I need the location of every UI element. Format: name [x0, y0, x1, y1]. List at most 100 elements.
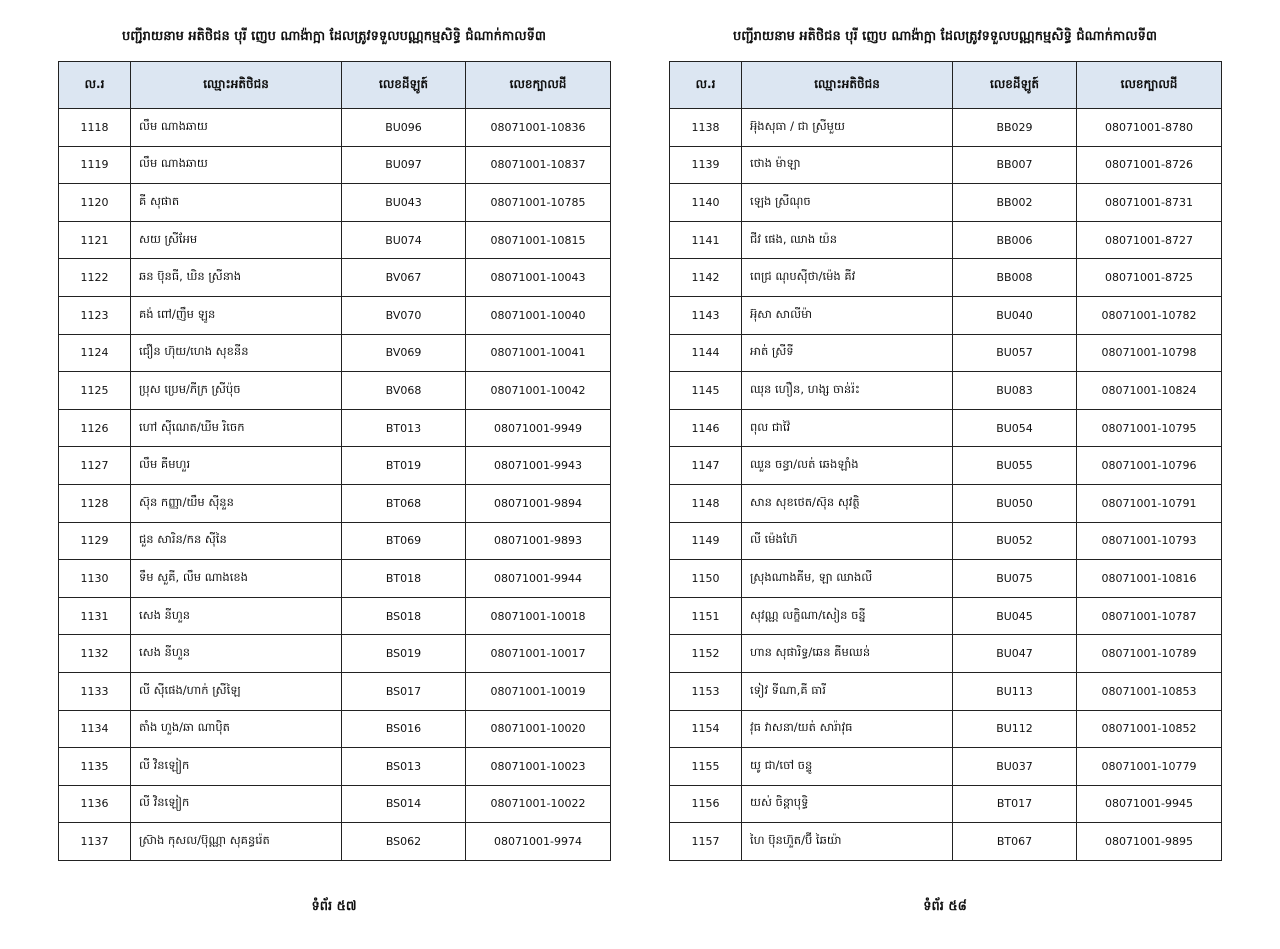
lot-number: BB006: [952, 220, 1077, 260]
row-number: 1131: [58, 596, 131, 636]
row-number: 1126: [58, 408, 131, 448]
customer-name: លី វិនឡៀក: [130, 784, 342, 824]
row-number: 1146: [669, 408, 742, 448]
table-row: 1136 លី វិនឡៀក BS014 08071001-10022: [58, 784, 611, 824]
table-row: 1139 ថោង ម៉ាឡា BB007 08071001-8726: [669, 145, 1222, 185]
table-row: 1149 លី ម៉េងហ៊ែ BU052 08071001-10793: [669, 521, 1222, 561]
customer-name: សាន សុខថេត/ស៊ុន សុវត្ថិ: [741, 483, 953, 523]
lot-number: BB002: [952, 183, 1077, 222]
table-row: 1132 សេង នីហួន BS019 08071001-10017: [58, 634, 611, 673]
row-number: 1129: [58, 521, 131, 561]
row-number: 1120: [58, 183, 131, 222]
lot-number: BS062: [341, 822, 466, 861]
customer-name: អ៊ុសា សាលីម៉ា: [741, 295, 953, 335]
page-title: បញ្ជីរាយនាម អតិថិជន បុរី ញេប ណាង៉ាក្អា ដ…: [733, 29, 1157, 44]
land-title-number: 08071001-10779: [1076, 747, 1222, 786]
lot-number: BV070: [341, 295, 466, 335]
lot-number: BU074: [341, 220, 466, 260]
customer-name: សុវណ្ណ លក្ខិណា/សៀន ចន្នី: [741, 596, 953, 636]
lot-number: BU050: [952, 483, 1077, 523]
table-row: 1118 លឹម ណាងឆាយ BU096 08071001-10836: [58, 108, 611, 147]
land-title-number: 08071001-9893: [465, 521, 611, 561]
lot-number: BU097: [341, 145, 466, 185]
table-row: 1137 ស្រ៊ាង កុសល/ប៊ុណ្ណា សុគន្ធរ៉េត BS062 0…: [58, 822, 611, 861]
lot-number: BT019: [341, 446, 466, 485]
land-title-number: 08071001-10787: [1076, 596, 1222, 636]
customer-name: តាំង ហួង/ឆា ណាប៉ិត: [130, 709, 342, 749]
customer-name: ជួន សារិន/កន ស៊ីនៃ: [130, 521, 342, 561]
land-title-number: 08071001-10019: [465, 671, 611, 711]
table-row: 1121 សយ ស្រីអែម BU074 08071001-10815: [58, 220, 611, 260]
lot-number: BU055: [952, 446, 1077, 485]
customer-name: អាត់ ស្រីទី: [741, 333, 953, 373]
customer-name: អ៊ុងសុធា / ជា ស្រីមួយ: [741, 108, 953, 147]
lot-number: BU040: [952, 295, 1077, 335]
table-header-row: ល.រ ឈ្មោះអតិថិជន លេខដីឡូត៍ លេខក្បាលដី: [58, 61, 611, 109]
table-row: 1123 គង់ ពៅ/ញឹម ឡូន BV070 08071001-10040: [58, 295, 611, 335]
table-header-row: ល.រ ឈ្មោះអតិថិជន លេខដីឡូត៍ លេខក្បាលដី: [669, 61, 1222, 109]
header-customer-name: ឈ្មោះអតិថិជន: [130, 61, 342, 109]
lot-number: BU096: [341, 108, 466, 147]
lot-number: BU083: [952, 371, 1077, 410]
row-number: 1153: [669, 671, 742, 711]
table-row: 1150 ស្រុងណាងគីម, ឡា ឈាងលី BU075 08071001-1…: [669, 559, 1222, 598]
row-number: 1155: [669, 747, 742, 786]
lot-number: BU047: [952, 634, 1077, 673]
table-row: 1148 សាន សុខថេត/ស៊ុន សុវត្ថិ BU050 08071001…: [669, 483, 1222, 523]
land-title-number: 08071001-10837: [465, 145, 611, 185]
table-row: 1119 លឹម ណាងឆាយ BU097 08071001-10837: [58, 145, 611, 185]
customer-name: ហាន សុផារិទ្ធ/ឆេន គីមឈន់: [741, 634, 953, 673]
land-title-number: 08071001-10017: [465, 634, 611, 673]
land-title-number: 08071001-10853: [1076, 671, 1222, 711]
land-title-number: 08071001-8725: [1076, 258, 1222, 297]
customer-name: លឹម ណាងឆាយ: [130, 108, 342, 147]
land-title-number: 08071001-10040: [465, 295, 611, 335]
row-number: 1142: [669, 258, 742, 297]
row-number: 1122: [58, 258, 131, 297]
table-row: 1154 វុធ វាសនា/យត់ សារ៉ាវុធ BU112 08071001-…: [669, 709, 1222, 749]
customer-name: ឆន ប៊ុនធី, ឃិន ស្រីនាង: [130, 258, 342, 297]
table-row: 1141 ជីវ ផេង, ឈាង យ៉ន BB006 08071001-8727: [669, 220, 1222, 260]
lot-number: BS013: [341, 747, 466, 786]
customer-name: ស្រុងណាងគីម, ឡា ឈាងលី: [741, 559, 953, 598]
lot-number: BU045: [952, 596, 1077, 636]
header-lot-number: លេខដីឡូត៍: [341, 61, 466, 109]
row-number: 1125: [58, 371, 131, 410]
customer-name: យូ ជា/ចៅ ចន្ទូ: [741, 747, 953, 786]
lot-number: BB008: [952, 258, 1077, 297]
customer-name: វុធ វាសនា/យត់ សារ៉ាវុធ: [741, 709, 953, 749]
table-row: 1152 ហាន សុផារិទ្ធ/ឆេន គីមឈន់ BU047 0807100…: [669, 634, 1222, 673]
row-number: 1140: [669, 183, 742, 222]
customer-name: ថោង ម៉ាឡា: [741, 145, 953, 185]
row-number: 1157: [669, 822, 742, 861]
row-number: 1151: [669, 596, 742, 636]
table-row: 1127 លឹម គីមហួរ BT019 08071001-9943: [58, 446, 611, 485]
land-title-number: 08071001-10042: [465, 371, 611, 410]
table-row: 1140 ឡេង ស្រីណុច BB002 08071001-8731: [669, 183, 1222, 222]
customer-name: ហៃ ប៊ុនហ៊ួត/ប៊ី ឆៃយ៉ា: [741, 822, 953, 861]
header-customer-name: ឈ្មោះអតិថិជន: [741, 61, 953, 109]
row-number: 1121: [58, 220, 131, 260]
table-row: 1133 លី ស៊ីផេង/ហាក់ ស្រីឡៃ BS017 08071001-1…: [58, 671, 611, 711]
lot-number: BT068: [341, 483, 466, 523]
table-row: 1126 ហៅ ស៊ីណេត/ឃីម រិចេក BT013 08071001-994…: [58, 408, 611, 448]
customer-name: ឈុន ហឿន, ហង្ស ចាន់រ៉ះ: [741, 371, 953, 410]
row-number: 1154: [669, 709, 742, 749]
row-number: 1149: [669, 521, 742, 561]
lot-number: BU113: [952, 671, 1077, 711]
row-number: 1139: [669, 145, 742, 185]
land-title-number: 08071001-10815: [465, 220, 611, 260]
row-number: 1118: [58, 108, 131, 147]
customer-name: លឹម ណាងឆាយ: [130, 145, 342, 185]
customer-name: ពុល ជាវ៉ៃ: [741, 408, 953, 448]
customer-name: ហៅ ស៊ីណេត/ឃីម រិចេក: [130, 408, 342, 448]
lot-number: BT013: [341, 408, 466, 448]
row-number: 1145: [669, 371, 742, 410]
row-number: 1143: [669, 295, 742, 335]
table-row: 1129 ជួន សារិន/កន ស៊ីនៃ BT069 08071001-9893: [58, 521, 611, 561]
header-land-title-number: លេខក្បាលដី: [1076, 61, 1222, 109]
land-title-number: 08071001-9895: [1076, 822, 1222, 861]
table-row: 1142 ពេជ្រ ណុបស៊ីថា/ម៉េង គីវ BB008 08071001…: [669, 258, 1222, 297]
land-title-number: 08071001-10793: [1076, 521, 1222, 561]
land-title-number: 08071001-10782: [1076, 295, 1222, 335]
